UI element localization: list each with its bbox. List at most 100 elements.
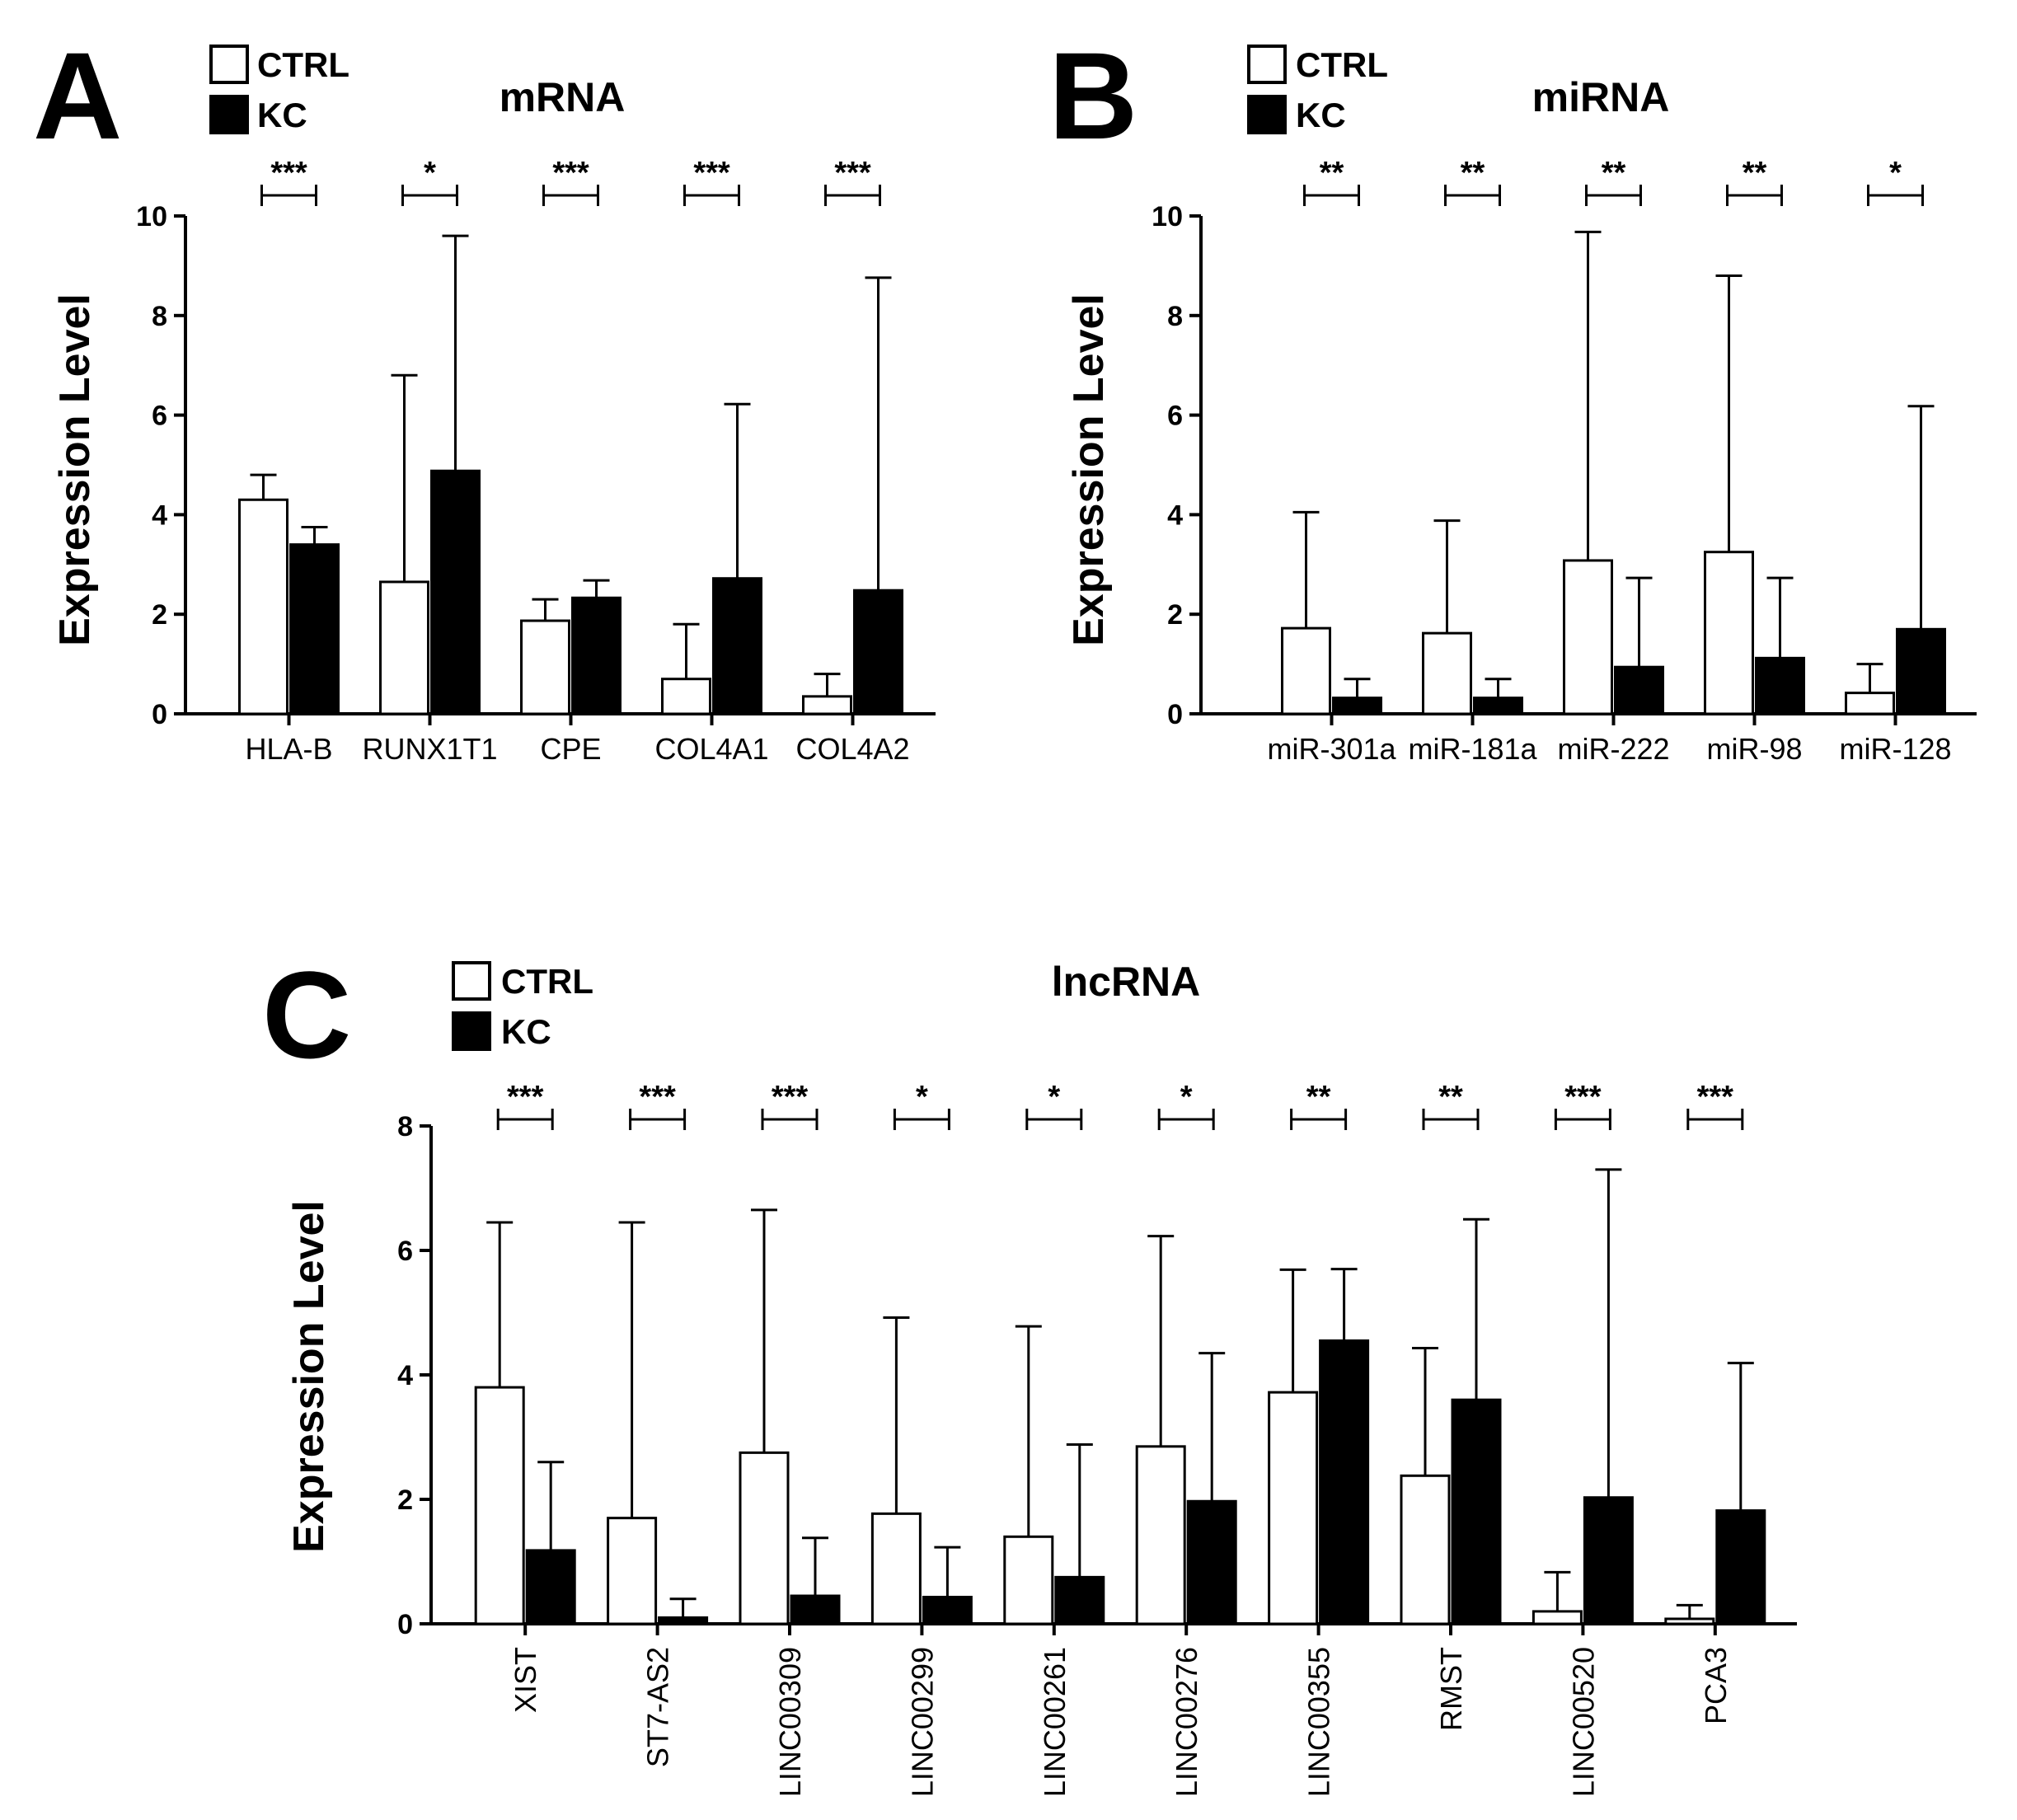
x-category-label: XIST: [509, 1647, 542, 1713]
significance-label: *: [1180, 1080, 1193, 1114]
legend-kc-swatch: [209, 95, 249, 134]
bar-ctrl-mir-128: [1845, 692, 1895, 715]
significance-label: ***: [693, 156, 730, 190]
bar-kc-mir-222: [1614, 665, 1664, 715]
significance-label: *: [1889, 156, 1902, 190]
bar-kc-rmst: [1451, 1398, 1502, 1625]
bar-ctrl-mir-222: [1563, 559, 1613, 715]
bar-ctrl-linc00276: [1135, 1445, 1186, 1625]
bar-kc-linc00520: [1583, 1496, 1634, 1625]
significance-label: ***: [552, 156, 589, 190]
bar-kc-linc00309: [790, 1594, 841, 1625]
significance-label: ***: [270, 156, 307, 190]
panel-c-letter: C: [262, 945, 351, 1084]
x-category-label: LINC00309: [773, 1647, 807, 1797]
bar-kc-linc00261: [1054, 1575, 1105, 1625]
panel-a-title: mRNA: [500, 74, 626, 120]
y-tick-label: 6: [397, 1236, 413, 1267]
x-category-label: miR-181a: [1408, 732, 1537, 766]
significance-label: **: [1320, 156, 1344, 190]
bar-kc-mir-128: [1896, 627, 1946, 715]
bar-ctrl-runx1t1: [379, 580, 429, 715]
bar-kc-pca3: [1715, 1509, 1766, 1625]
x-category-label: LINC00520: [1566, 1647, 1600, 1797]
y-tick-label: 6: [152, 401, 167, 432]
y-tick-label: 8: [152, 301, 167, 332]
legend-ctrl-swatch: [1247, 45, 1287, 84]
bar-kc-col4a2: [853, 589, 903, 715]
panel-b: B miRNA CTRL KC Expression Level 0 2 4 6 8 10…: [1048, 26, 1977, 766]
bar-ctrl-linc00309: [739, 1451, 790, 1625]
significance-label: **: [1438, 1080, 1463, 1114]
legend-ctrl-swatch: [209, 45, 249, 84]
panel-b-letter: B: [1048, 26, 1137, 165]
plot-area: 0 2 4 6 8 10 miR-301a ** miR-181a ** miR-222 ** miR-…: [1152, 156, 1977, 766]
legend-ctrl-label: CTRL: [257, 45, 349, 84]
significance-label: *: [916, 1080, 928, 1114]
bar-ctrl-st7-as2: [607, 1517, 658, 1625]
legend-kc-label: KC: [257, 96, 307, 134]
significance-label: *: [1048, 1080, 1060, 1114]
y-axis-label: Expression Level: [51, 293, 99, 646]
significance-label: **: [1743, 156, 1767, 190]
y-tick-label: 2: [1167, 599, 1183, 631]
panel-c-title: lncRNA: [1052, 959, 1201, 1005]
bar-ctrl-linc00520: [1532, 1610, 1583, 1625]
bar-ctrl-linc00261: [1003, 1535, 1054, 1625]
significance-label: *: [424, 156, 436, 190]
significance-label: **: [1602, 156, 1626, 190]
panel-a: A mRNA CTRL KC Expression Level 0 2 4 6 8 10 H…: [33, 26, 936, 766]
bar-kc-xist: [525, 1549, 576, 1625]
y-tick-label: 0: [1167, 699, 1183, 730]
legend-kc-label: KC: [501, 1012, 551, 1051]
significance-label: **: [1306, 1080, 1331, 1114]
bar-kc-linc00276: [1186, 1499, 1237, 1625]
bar-ctrl-hla-b: [238, 498, 288, 715]
x-category-label: LINC00261: [1038, 1647, 1072, 1797]
y-tick-label: 2: [397, 1485, 413, 1516]
x-category-label: miR-98: [1706, 732, 1802, 766]
x-category-label: COL4A1: [654, 732, 768, 766]
y-tick-label: 4: [152, 500, 167, 531]
y-tick-label: 4: [1167, 500, 1183, 531]
x-category-label: miR-222: [1557, 732, 1669, 766]
bar-kc-linc00355: [1319, 1339, 1370, 1625]
significance-label: **: [1461, 156, 1485, 190]
x-category-label: LINC00299: [905, 1647, 939, 1797]
x-category-label: miR-301a: [1267, 732, 1396, 766]
legend-kc-swatch: [1247, 95, 1287, 134]
bar-ctrl-rmst: [1400, 1474, 1451, 1625]
significance-label: ***: [834, 156, 871, 190]
bar-kc-mir-301a: [1332, 697, 1382, 715]
y-axis-label: Expression Level: [1065, 293, 1113, 646]
legend-ctrl-label: CTRL: [501, 962, 593, 1001]
bar-kc-mir-181a: [1473, 697, 1523, 715]
bar-ctrl-mir-181a: [1422, 631, 1472, 715]
significance-label: ***: [507, 1080, 544, 1114]
bar-ctrl-cpe: [520, 619, 570, 715]
bar-kc-hla-b: [289, 543, 340, 715]
x-category-label: RMST: [1434, 1647, 1468, 1731]
x-category-label: LINC00355: [1302, 1647, 1336, 1797]
significance-label: ***: [1697, 1080, 1734, 1114]
bar-ctrl-mir-98: [1704, 551, 1754, 715]
x-category-label: CPE: [540, 732, 601, 766]
y-tick-label: 2: [152, 599, 167, 631]
legend-ctrl-label: CTRL: [1296, 45, 1388, 84]
y-tick-label: 0: [152, 699, 167, 730]
bar-ctrl-xist: [474, 1386, 525, 1625]
x-category-label: miR-128: [1839, 732, 1951, 766]
bar-kc-linc00299: [922, 1596, 973, 1625]
significance-label: ***: [1564, 1080, 1602, 1114]
bar-ctrl-pca3: [1664, 1617, 1715, 1625]
bar-kc-cpe: [571, 596, 622, 715]
x-category-label: HLA-B: [245, 732, 332, 766]
y-tick-label: 6: [1167, 401, 1183, 432]
bar-ctrl-mir-301a: [1281, 626, 1331, 715]
y-tick-label: 0: [397, 1609, 413, 1640]
bar-ctrl-col4a1: [661, 678, 711, 715]
y-tick-label: 10: [1152, 201, 1183, 232]
panel-b-title: miRNA: [1532, 74, 1670, 120]
plot-area: 02468XIST***ST7-AS2***LINC00309***LINC00…: [397, 1080, 1797, 1797]
